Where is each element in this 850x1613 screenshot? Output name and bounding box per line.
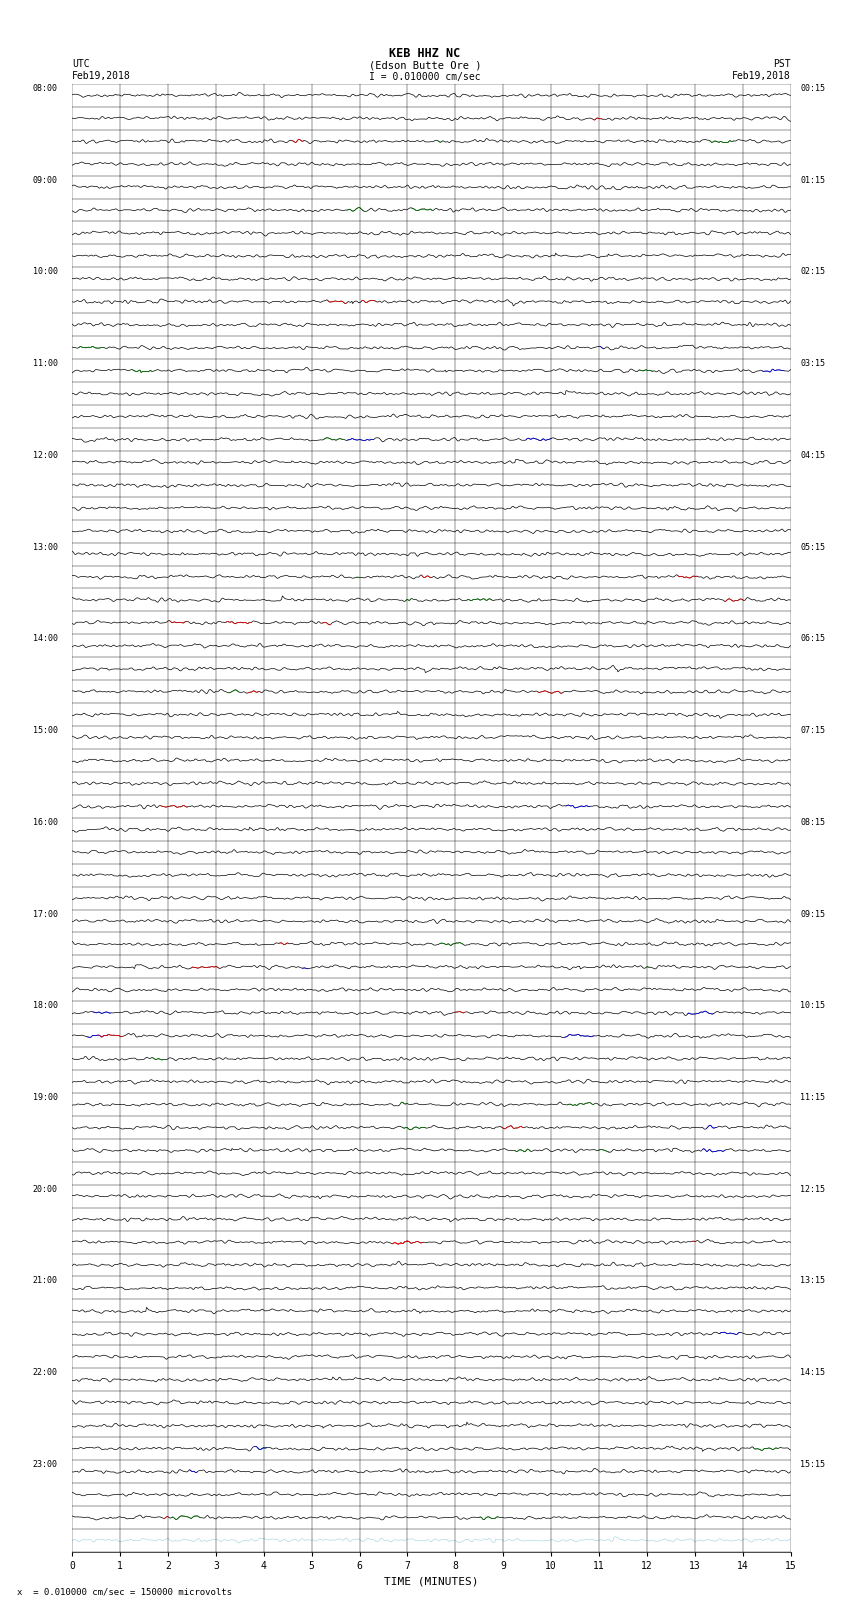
- Text: I = 0.010000 cm/sec: I = 0.010000 cm/sec: [369, 73, 481, 82]
- Text: 12:15: 12:15: [800, 1184, 825, 1194]
- Text: 06:15: 06:15: [800, 634, 825, 644]
- Text: 15:15: 15:15: [800, 1460, 825, 1469]
- Text: 19:00: 19:00: [33, 1094, 58, 1102]
- Text: 11:15: 11:15: [800, 1094, 825, 1102]
- Text: 15:00: 15:00: [33, 726, 58, 736]
- Text: KEB HHZ NC: KEB HHZ NC: [389, 47, 461, 60]
- Text: 10:00: 10:00: [33, 268, 58, 276]
- Text: 04:15: 04:15: [800, 450, 825, 460]
- Text: 08:15: 08:15: [800, 818, 825, 827]
- Text: x  = 0.010000 cm/sec = 150000 microvolts: x = 0.010000 cm/sec = 150000 microvolts: [17, 1587, 232, 1597]
- Text: 18:00: 18:00: [33, 1002, 58, 1010]
- Text: 01:15: 01:15: [800, 176, 825, 184]
- Text: 11:00: 11:00: [33, 360, 58, 368]
- Text: 09:00: 09:00: [33, 176, 58, 184]
- Text: 09:15: 09:15: [800, 910, 825, 918]
- Text: (Edson Butte Ore ): (Edson Butte Ore ): [369, 61, 481, 71]
- Text: 21:00: 21:00: [33, 1276, 58, 1286]
- Text: 23:00: 23:00: [33, 1460, 58, 1469]
- Text: PST: PST: [773, 60, 790, 69]
- Text: 22:00: 22:00: [33, 1368, 58, 1378]
- Text: 07:15: 07:15: [800, 726, 825, 736]
- Text: 16:00: 16:00: [33, 818, 58, 827]
- Text: 00:15: 00:15: [800, 84, 825, 94]
- Text: 05:15: 05:15: [800, 542, 825, 552]
- Text: 20:00: 20:00: [33, 1184, 58, 1194]
- Text: 14:15: 14:15: [800, 1368, 825, 1378]
- Text: 10:15: 10:15: [800, 1002, 825, 1010]
- Text: 12:00: 12:00: [33, 450, 58, 460]
- Text: Feb19,2018: Feb19,2018: [732, 71, 791, 81]
- Text: 03:15: 03:15: [800, 360, 825, 368]
- Text: 13:15: 13:15: [800, 1276, 825, 1286]
- Text: Feb19,2018: Feb19,2018: [72, 71, 131, 81]
- Text: 08:00: 08:00: [33, 84, 58, 94]
- Text: 17:00: 17:00: [33, 910, 58, 918]
- Text: 14:00: 14:00: [33, 634, 58, 644]
- Text: 02:15: 02:15: [800, 268, 825, 276]
- Text: UTC: UTC: [72, 60, 90, 69]
- X-axis label: TIME (MINUTES): TIME (MINUTES): [384, 1576, 479, 1586]
- Text: 13:00: 13:00: [33, 542, 58, 552]
